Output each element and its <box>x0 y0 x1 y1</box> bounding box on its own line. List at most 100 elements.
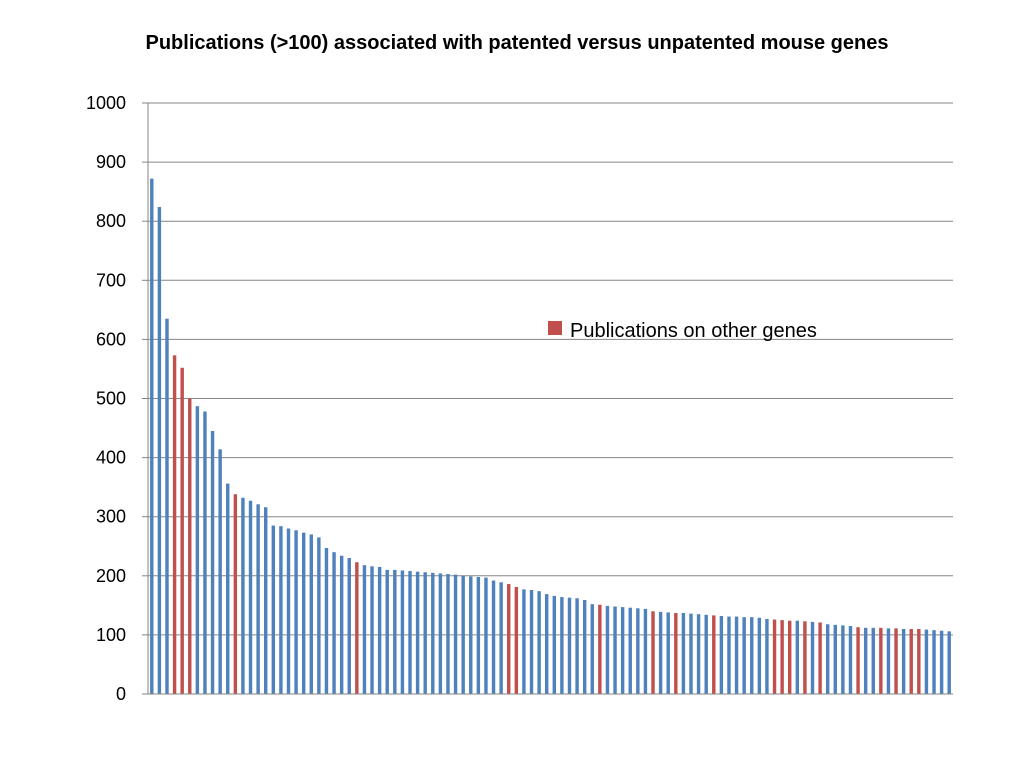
bar-other-gene <box>172 355 177 694</box>
y-tick-label: 900 <box>96 152 126 172</box>
bar <box>704 614 708 694</box>
bar <box>947 631 951 694</box>
chart-title: Publications (>100) associated with pate… <box>145 32 889 54</box>
bar <box>841 625 845 694</box>
bar-other-gene <box>879 627 883 694</box>
bar <box>408 571 412 694</box>
bar <box>476 576 481 694</box>
bar <box>582 600 587 694</box>
bar-other-gene <box>507 584 511 694</box>
bar <box>317 537 321 694</box>
bar <box>544 594 549 694</box>
bar <box>400 570 405 694</box>
bar-other-gene <box>780 620 784 695</box>
y-tick-label: 600 <box>96 329 126 349</box>
bar <box>210 431 215 694</box>
bar-other-gene <box>803 621 807 694</box>
bar <box>469 576 473 694</box>
bar <box>696 614 701 694</box>
bar-other-gene <box>674 613 678 694</box>
bar <box>377 566 382 694</box>
bar-other-gene <box>598 604 602 694</box>
bar <box>499 582 503 694</box>
bar <box>362 565 367 694</box>
bar <box>453 574 458 694</box>
bar <box>218 449 222 694</box>
bar-other-gene <box>712 615 716 694</box>
bar <box>195 406 200 694</box>
bar <box>347 558 351 694</box>
bar <box>605 605 610 694</box>
bar-other-gene <box>894 628 898 694</box>
bar <box>248 500 253 694</box>
bar <box>689 613 693 694</box>
y-axis: 0 100 200 300 400 500 600 700 800 900 1000 <box>86 93 953 704</box>
bar <box>924 629 929 694</box>
y-tick-label: 1000 <box>86 93 126 113</box>
bar-other-gene <box>355 562 359 694</box>
bar <box>727 616 731 694</box>
bar <box>871 627 875 694</box>
bar <box>393 569 397 694</box>
bar <box>552 595 557 694</box>
bar <box>522 589 526 694</box>
bar <box>423 572 427 694</box>
y-tick-label: 700 <box>96 270 126 290</box>
bar-other-gene <box>772 619 777 694</box>
bar <box>833 624 837 694</box>
bar <box>560 597 564 694</box>
legend-swatch <box>548 321 562 335</box>
bar <box>795 620 800 694</box>
legend-label: Publications on other genes <box>570 320 817 342</box>
bar <box>165 318 169 694</box>
bar <box>681 613 686 694</box>
bar <box>301 532 306 694</box>
bar <box>150 178 154 694</box>
bar <box>825 624 830 694</box>
bar <box>271 525 276 694</box>
bar <box>932 630 936 694</box>
y-tick-label: 200 <box>96 566 126 586</box>
bar <box>567 597 572 694</box>
bar <box>848 626 853 694</box>
bar <box>742 617 746 694</box>
bar <box>332 552 336 694</box>
bar-other-gene <box>917 628 921 694</box>
bar <box>765 618 769 694</box>
bar-other-gene <box>514 587 519 694</box>
bar <box>757 617 762 694</box>
legend: Publications on other genes <box>548 320 817 342</box>
bar <box>309 534 313 694</box>
y-tick-label: 0 <box>116 684 126 704</box>
bar <box>370 566 374 694</box>
bar <box>886 628 891 694</box>
bar <box>901 628 906 694</box>
bar <box>256 504 260 694</box>
bar <box>339 555 344 694</box>
y-tick-label: 400 <box>96 448 126 468</box>
bar <box>491 580 496 694</box>
bar <box>666 612 670 694</box>
bar <box>461 575 465 694</box>
bar <box>324 548 329 694</box>
bar <box>529 589 534 694</box>
bar <box>264 507 268 694</box>
bar <box>643 608 648 694</box>
bar <box>750 617 754 694</box>
bar-other-gene <box>909 628 913 694</box>
bar <box>810 621 815 694</box>
bar <box>286 528 291 694</box>
bar-series <box>150 178 951 695</box>
y-tick-label: 100 <box>96 625 126 645</box>
bar <box>385 569 389 694</box>
bar <box>628 607 632 694</box>
bar-other-gene <box>788 620 792 694</box>
bar-other-gene <box>818 622 822 694</box>
gridlines <box>148 102 953 636</box>
bar-other-gene <box>180 367 184 694</box>
bar <box>438 573 443 694</box>
bar <box>446 574 450 694</box>
y-tick-label: 500 <box>96 389 126 409</box>
bar <box>575 598 579 694</box>
